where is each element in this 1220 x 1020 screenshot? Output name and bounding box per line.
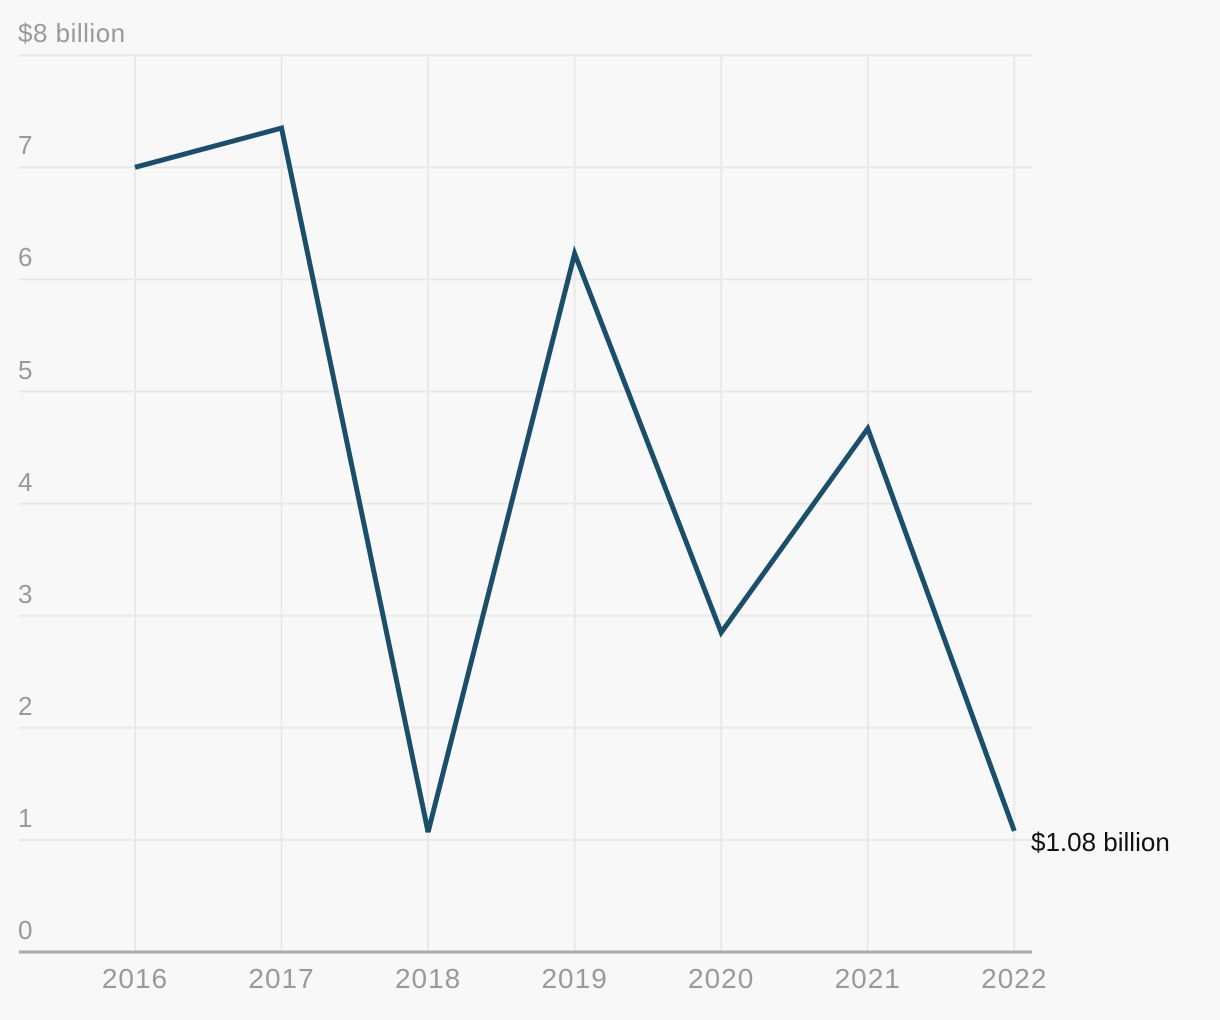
y-tick-label: 7	[18, 130, 33, 161]
y-tick-label: 0	[18, 915, 33, 945]
y-tick-label: 4	[18, 466, 33, 497]
y-tick-label: 1	[18, 802, 33, 833]
x-tick-label: 2021	[834, 963, 901, 994]
data-line-series	[134, 124, 1017, 833]
y-tick-label: 2	[18, 690, 33, 721]
y-tick-label: 6	[18, 242, 33, 273]
y-axis-max-label: $8 billion	[18, 18, 126, 49]
y-tick-label: 3	[18, 578, 33, 609]
x-tick-label: 2016	[101, 963, 169, 994]
x-tick-label: 2018	[394, 963, 462, 994]
y-tick-label: 5	[18, 354, 33, 385]
x-tick-label: 2019	[541, 963, 608, 994]
end-value-annotation: $1.08 billion	[1031, 827, 1170, 857]
x-tick-label: 2017	[248, 963, 315, 994]
x-tick-label: 2020	[688, 963, 755, 994]
x-tick-label: 2022	[981, 963, 1048, 994]
